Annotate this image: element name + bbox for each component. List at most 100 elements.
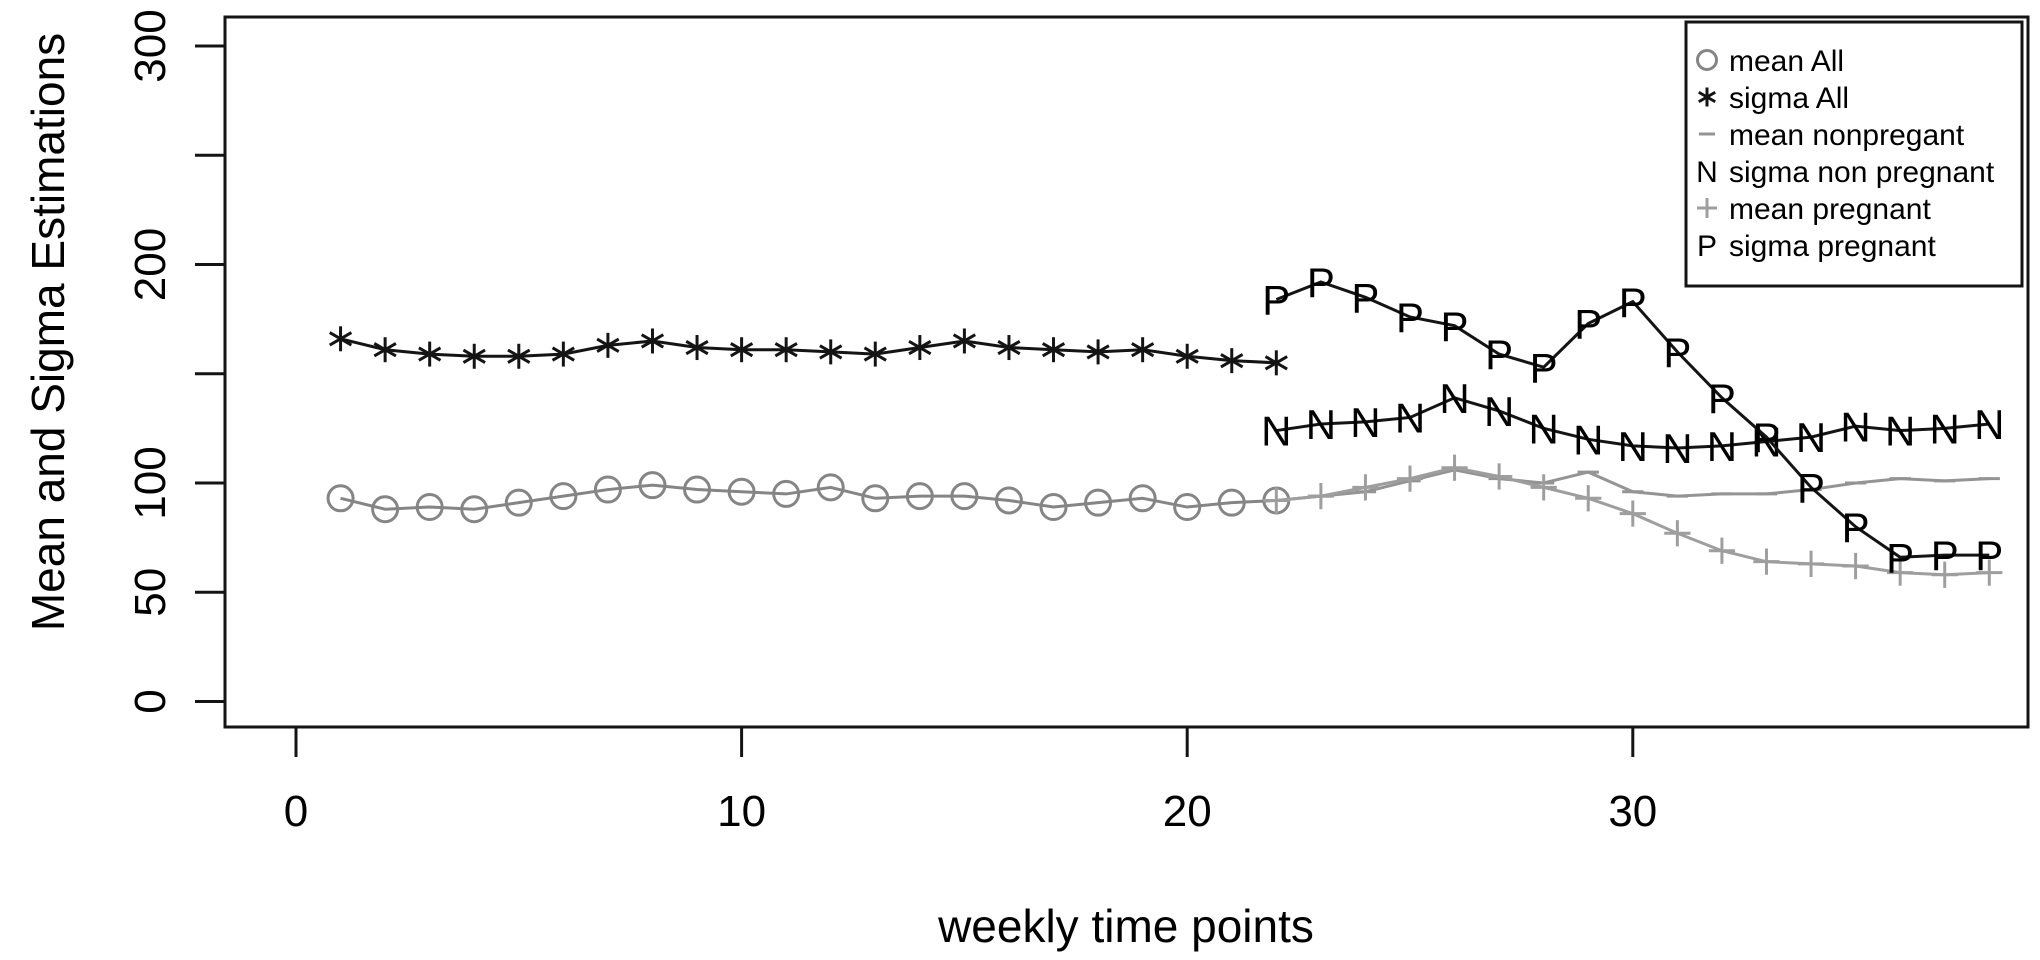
marker-mean-all <box>504 488 533 517</box>
y-axis-tick-label: 50 <box>126 568 175 617</box>
marker-mean-all <box>816 473 845 502</box>
legend-symbol-sigma-pregnant: P <box>1697 230 1717 263</box>
series-line-sigma-pregnant <box>1275 280 1990 559</box>
legend-label-mean-pregnant: mean pregnant <box>1729 193 1931 226</box>
legend-label-sigma-pregnant: sigma pregnant <box>1729 230 1936 263</box>
marker-sigma-all <box>774 342 798 358</box>
marker-sigma-pregnant: P <box>1975 532 2003 579</box>
legend-label-sigma-all: sigma All <box>1729 82 1849 115</box>
marker-sigma-all <box>952 333 976 349</box>
marker-mean-all <box>326 484 355 513</box>
marker-sigma-non-pregnant: N <box>1395 395 1425 442</box>
marker-sigma-all <box>1131 342 1155 358</box>
marker-sigma-all <box>328 331 353 347</box>
marker-sigma-all <box>551 346 575 362</box>
marker-mean-all <box>950 482 979 511</box>
marker-sigma-all <box>730 342 754 358</box>
marker-sigma-pregnant: P <box>1396 294 1424 341</box>
marker-sigma-all <box>997 339 1021 356</box>
marker-sigma-pregnant: P <box>1262 277 1290 324</box>
marker-sigma-non-pregnant: N <box>1529 405 1559 452</box>
marker-sigma-pregnant: P <box>1351 274 1379 321</box>
legend-box <box>1684 20 2024 288</box>
marker-sigma-all <box>596 337 620 353</box>
marker-mean-all <box>1084 488 1113 517</box>
legend-symbol-mean-all <box>1696 49 1718 71</box>
marker-mean-all <box>371 495 400 524</box>
x-axis-tick-label: 0 <box>284 787 308 836</box>
marker-mean-all <box>1039 493 1068 522</box>
series-line-mean-all <box>340 483 1277 511</box>
series-line-sigma-all <box>340 337 1277 365</box>
marker-sigma-non-pregnant: N <box>1306 401 1336 448</box>
marker-mean-all <box>994 486 1023 515</box>
marker-sigma-non-pregnant: N <box>1885 408 1915 455</box>
marker-sigma-pregnant: P <box>1886 534 1914 581</box>
marker-sigma-non-pregnant: N <box>1484 388 1514 435</box>
marker-sigma-non-pregnant: N <box>1573 416 1603 463</box>
marker-mean-all <box>593 475 622 504</box>
series-line-sigma-non-pregnant <box>1276 396 1990 450</box>
marker-sigma-pregnant: P <box>1708 375 1736 422</box>
marker-mean-all <box>683 475 712 504</box>
marker-sigma-non-pregnant: N <box>1840 403 1870 450</box>
marker-mean-all <box>1217 488 1246 517</box>
marker-mean-all <box>772 479 801 508</box>
marker-sigma-pregnant: P <box>1485 331 1513 378</box>
marker-mean-all <box>905 482 934 511</box>
marker-mean-all <box>1128 484 1157 513</box>
marker-sigma-all <box>1264 355 1288 371</box>
legend-label-sigma-non-pregnant: sigma non pregnant <box>1729 156 1995 189</box>
marker-sigma-pregnant: P <box>1752 414 1780 461</box>
marker-sigma-all <box>685 339 709 356</box>
marker-sigma-all <box>418 346 442 362</box>
marker-mean-all <box>415 493 444 522</box>
marker-sigma-non-pregnant: N <box>1974 401 2004 448</box>
marker-sigma-non-pregnant: N <box>1439 375 1469 422</box>
marker-mean-all <box>460 495 489 524</box>
y-axis-title: Mean and Sigma Estimations <box>22 33 74 631</box>
marker-sigma-non-pregnant: N <box>1930 405 1960 452</box>
marker-mean-all <box>638 471 667 500</box>
marker-sigma-pregnant: P <box>1931 532 1959 579</box>
marker-sigma-non-pregnant: N <box>1662 425 1692 472</box>
marker-sigma-all <box>462 348 486 364</box>
x-axis-title: weekly time points <box>937 900 1314 952</box>
y-axis-tick-label: 100 <box>126 446 175 519</box>
marker-sigma-pregnant: P <box>1797 464 1825 511</box>
marker-mean-all <box>727 477 756 506</box>
marker-sigma-all <box>507 348 531 364</box>
marker-sigma-all <box>819 344 843 360</box>
marker-sigma-pregnant: P <box>1574 301 1602 348</box>
marker-sigma-all <box>1175 348 1199 364</box>
x-axis-tick-label: 30 <box>1608 787 1657 836</box>
marker-sigma-pregnant: P <box>1619 279 1647 326</box>
legend-label-mean-nonpregant: mean nonpregant <box>1729 119 1965 152</box>
plot-border <box>223 15 2030 729</box>
marker-mean-all <box>861 484 890 513</box>
legend-symbol-sigma-non-pregnant: N <box>1696 156 1718 189</box>
marker-sigma-all <box>640 333 665 349</box>
x-axis-tick-label: 20 <box>1163 787 1212 836</box>
marker-mean-all <box>549 482 578 511</box>
marker-sigma-pregnant: P <box>1307 259 1335 306</box>
marker-sigma-all <box>1041 342 1066 358</box>
marker-sigma-non-pregnant: N <box>1261 408 1291 455</box>
marker-sigma-non-pregnant: N <box>1796 414 1826 461</box>
marker-sigma-pregnant: P <box>1530 344 1558 391</box>
x-axis-tick-label: 10 <box>717 787 766 836</box>
marker-sigma-all <box>1086 344 1110 360</box>
marker-sigma-all <box>863 346 887 362</box>
y-axis-tick-label: 200 <box>126 228 175 301</box>
marker-sigma-non-pregnant: N <box>1350 399 1380 446</box>
marker-sigma-pregnant: P <box>1441 303 1469 350</box>
y-axis-tick-label: 300 <box>126 9 175 82</box>
legend-symbol-sigma-all <box>1698 90 1716 104</box>
marker-sigma-non-pregnant: N <box>1707 423 1737 470</box>
y-axis-tick-label: 0 <box>126 689 175 713</box>
marker-sigma-pregnant: P <box>1842 504 1870 551</box>
marker-sigma-all <box>908 339 932 356</box>
marker-sigma-all <box>373 342 397 358</box>
